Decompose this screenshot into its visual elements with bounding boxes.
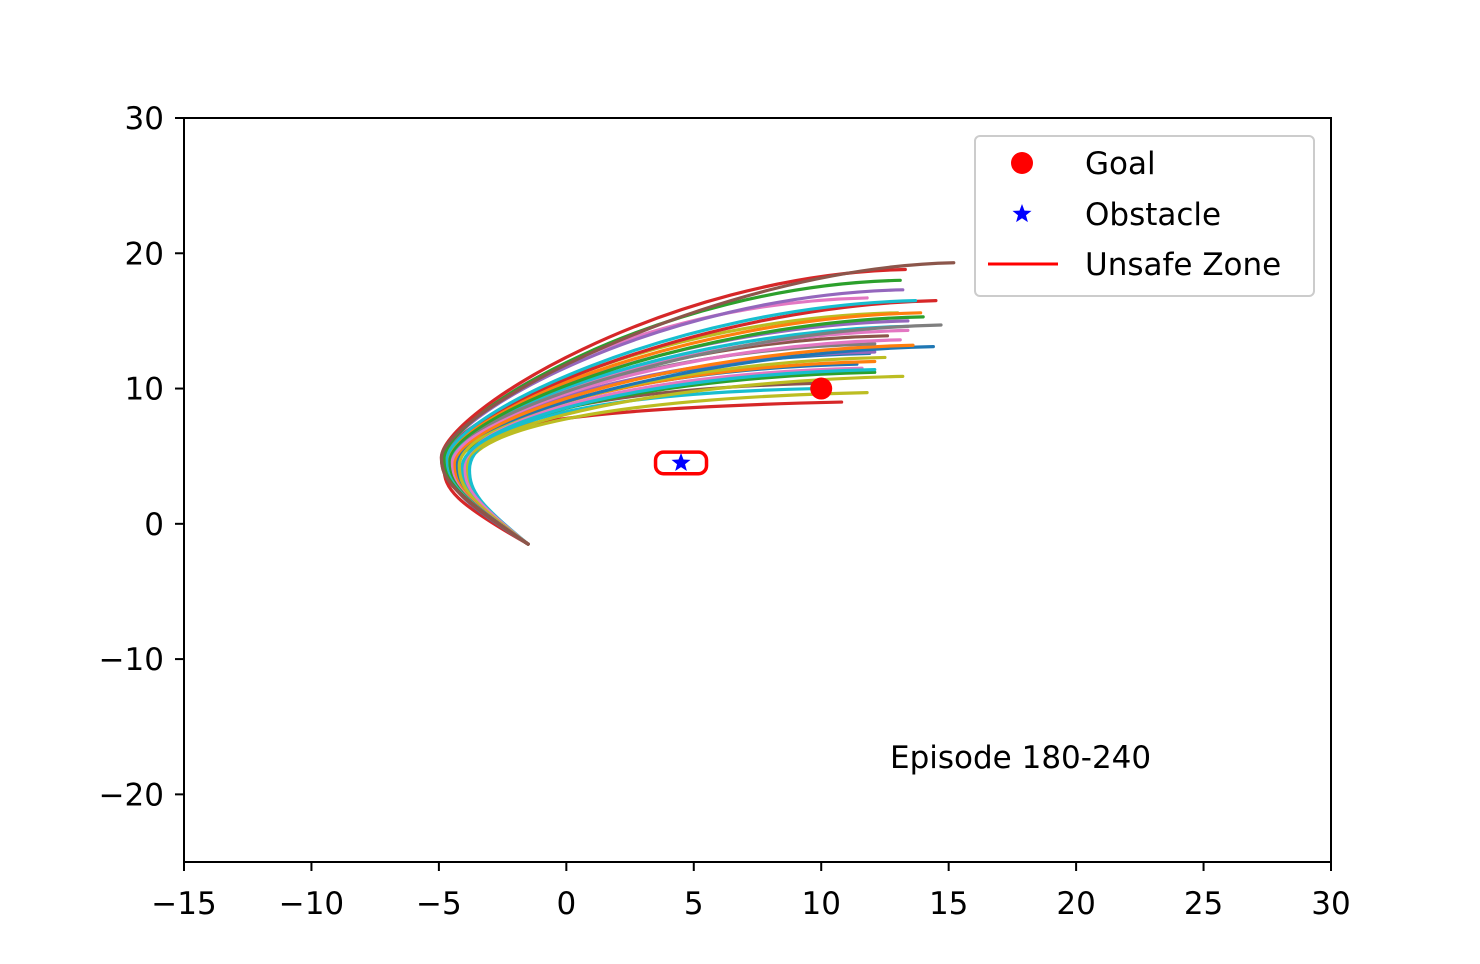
goal-marker <box>810 377 833 400</box>
x-tick-label: 20 <box>1056 886 1095 922</box>
x-tick-label: 30 <box>1311 886 1350 922</box>
x-tick-label: 5 <box>684 886 704 922</box>
legend-obstacle-label: Obstacle <box>1085 197 1221 233</box>
trajectory-line <box>439 261 956 546</box>
y-tick-label: 20 <box>125 236 164 272</box>
legend: Goal Obstacle Unsafe Zone <box>974 135 1315 297</box>
legend-unsafe-zone-label: Unsafe Zone <box>1085 247 1281 283</box>
y-tick-label: −20 <box>99 777 164 813</box>
x-tick-label: 25 <box>1184 886 1223 922</box>
x-tick-label: −5 <box>416 886 462 922</box>
legend-obstacle-star-icon <box>1012 204 1032 223</box>
y-tick-label: 10 <box>125 372 164 408</box>
y-axis: −20 −10 0 10 20 30 <box>99 101 184 813</box>
y-tick-label: 30 <box>125 101 164 137</box>
legend-goal-marker <box>1011 152 1033 174</box>
x-tick-label: 10 <box>801 886 840 922</box>
obstacle-star-icon <box>671 452 691 472</box>
trajectory-line <box>457 355 887 546</box>
plot-frame <box>183 117 1332 863</box>
y-tick-label: −10 <box>99 642 164 678</box>
y-tick-label: 0 <box>144 507 164 543</box>
x-tick-label: 0 <box>556 886 576 922</box>
x-tick-label: −10 <box>279 886 344 922</box>
x-tick-label: 15 <box>929 886 968 922</box>
x-tick-label: −15 <box>151 886 216 922</box>
episode-annotation: Episode 180-240 <box>890 740 1151 776</box>
legend-goal-label: Goal <box>1085 146 1156 182</box>
trajectory-group <box>439 261 956 546</box>
unsafe-zone <box>653 450 709 476</box>
marker-group <box>653 377 833 476</box>
x-axis: −15 −10 −5 0 5 10 15 20 25 30 <box>151 862 1351 922</box>
legend-box <box>974 135 1315 297</box>
